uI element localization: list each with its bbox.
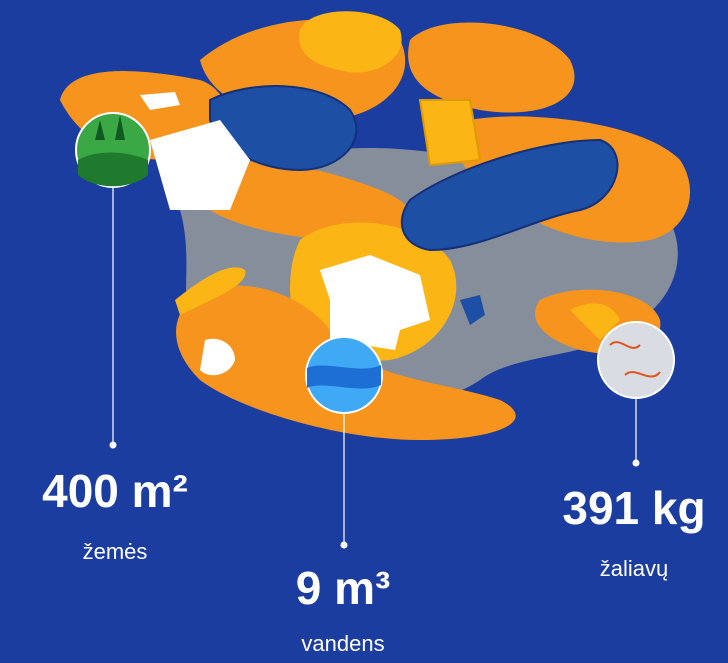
stat-value: 391 kg bbox=[562, 482, 705, 534]
water-icon bbox=[305, 336, 383, 414]
stat-value: 9 m³ bbox=[296, 562, 391, 614]
stat-label: žaliavų bbox=[600, 556, 668, 581]
stat-label: vandens bbox=[301, 631, 384, 656]
land-icon bbox=[75, 112, 151, 188]
materials-icon bbox=[597, 321, 675, 399]
clothes-pile-illustration bbox=[60, 11, 690, 440]
stat-label: žemės bbox=[83, 539, 148, 564]
stat-value: 400 m² bbox=[42, 465, 188, 517]
connector-dots bbox=[109, 441, 640, 549]
connector-lines bbox=[112, 187, 637, 545]
